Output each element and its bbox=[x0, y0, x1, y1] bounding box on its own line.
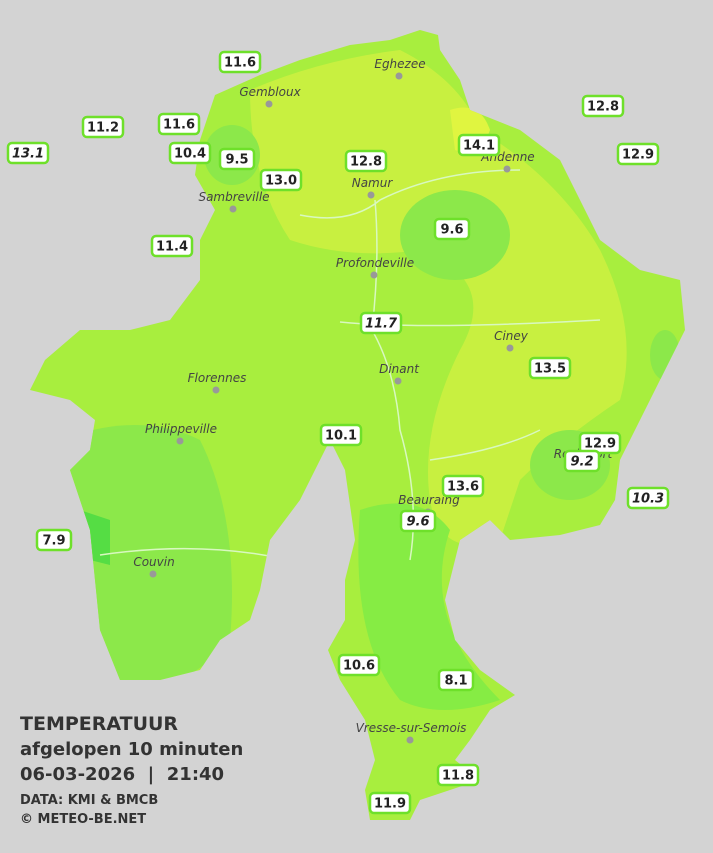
legend: TEMPERATUUR afgelopen 10 minuten 06-03-2… bbox=[20, 713, 243, 827]
station-box bbox=[359, 311, 403, 335]
city-name: Dinant bbox=[379, 362, 420, 376]
station-value: 11.8 bbox=[442, 769, 474, 784]
legend-title: TEMPERATUUR bbox=[20, 713, 178, 735]
city-dot bbox=[212, 386, 220, 394]
legend-subtitle: afgelopen 10 minuten bbox=[20, 739, 243, 760]
city-name: Sambreville bbox=[198, 190, 269, 204]
city-name: Florennes bbox=[188, 371, 247, 385]
station-value: 10.1 bbox=[325, 429, 357, 444]
city-name: Eghezee bbox=[374, 57, 425, 71]
station-box bbox=[157, 112, 201, 136]
station-value: 12.9 bbox=[622, 148, 654, 163]
station-value: 13.1 bbox=[12, 147, 44, 162]
city-dot bbox=[370, 271, 378, 279]
station-value: 9.6 bbox=[440, 223, 463, 238]
city-dot bbox=[395, 72, 403, 80]
station-value: 13.5 bbox=[534, 362, 566, 377]
station-box bbox=[150, 234, 194, 258]
city-name: Vresse-sur-Semois bbox=[356, 721, 467, 735]
station-box bbox=[626, 486, 670, 510]
city-dot bbox=[229, 205, 237, 213]
city-name: Ciney bbox=[494, 329, 529, 343]
legend-source: DATA: KMI & BMCB bbox=[20, 793, 158, 808]
city-dot bbox=[265, 100, 273, 108]
station-box bbox=[457, 133, 501, 157]
city-name: Couvin bbox=[133, 555, 174, 569]
station-value: 11.7 bbox=[365, 317, 398, 332]
station-box bbox=[218, 50, 262, 74]
city-dot bbox=[176, 437, 184, 445]
station-value: 7.9 bbox=[42, 534, 65, 549]
station-box bbox=[6, 141, 50, 165]
station-box bbox=[344, 149, 388, 173]
station-box bbox=[337, 653, 381, 677]
station-box bbox=[616, 142, 660, 166]
station-value: 12.8 bbox=[587, 100, 619, 115]
station-value: 8.1 bbox=[444, 674, 467, 689]
station-value: 10.6 bbox=[343, 659, 375, 674]
station-value: 9.2 bbox=[570, 455, 593, 470]
station-box bbox=[563, 449, 601, 473]
station-box bbox=[578, 431, 622, 455]
station-value: 10.4 bbox=[174, 147, 206, 162]
city-dot bbox=[506, 344, 514, 352]
station-box bbox=[368, 791, 412, 815]
station-value: 10.3 bbox=[632, 492, 664, 507]
station-box bbox=[319, 423, 363, 447]
station-value: 11.4 bbox=[156, 240, 188, 255]
station-box bbox=[259, 168, 303, 192]
station-value: 11.9 bbox=[374, 797, 406, 812]
station-value: 14.1 bbox=[463, 139, 495, 154]
station-box bbox=[437, 668, 475, 692]
station-box bbox=[528, 356, 572, 380]
station-value: 9.6 bbox=[406, 515, 429, 530]
station-box bbox=[433, 217, 471, 241]
station-box bbox=[81, 115, 125, 139]
station-box bbox=[168, 141, 212, 165]
station-box bbox=[436, 763, 480, 787]
station-box bbox=[441, 474, 485, 498]
city-name: Profondeville bbox=[336, 256, 414, 270]
city-dot bbox=[394, 377, 402, 385]
city-name: Gembloux bbox=[239, 85, 301, 99]
city-dot bbox=[406, 736, 414, 744]
station-value: 11.6 bbox=[224, 56, 256, 71]
stations: 11.6 11.2 13.1 11.6 10.4 9.5 13.0 12.8 14.1 12.8 1… bbox=[6, 50, 670, 815]
station-box bbox=[399, 509, 437, 533]
station-box bbox=[218, 147, 256, 171]
city-dot bbox=[503, 165, 511, 173]
station-value: 13.0 bbox=[265, 174, 297, 189]
station-value: 11.6 bbox=[163, 118, 195, 133]
city-dot bbox=[367, 191, 375, 199]
legend-copyright: © METEO-BE.NET bbox=[20, 812, 146, 827]
station-value: 12.8 bbox=[350, 155, 382, 170]
city-dot bbox=[149, 570, 157, 578]
station-box bbox=[581, 94, 625, 118]
city-name: Namur bbox=[352, 176, 394, 190]
legend-timestamp: 06-03-2026 | 21:40 bbox=[20, 764, 224, 785]
station-value: 13.6 bbox=[447, 480, 479, 495]
station-box bbox=[35, 528, 73, 552]
station-value: 9.5 bbox=[225, 153, 248, 168]
station-value: 12.9 bbox=[584, 437, 616, 452]
city-name: Philippeville bbox=[145, 422, 217, 436]
station-value: 11.2 bbox=[87, 121, 119, 136]
